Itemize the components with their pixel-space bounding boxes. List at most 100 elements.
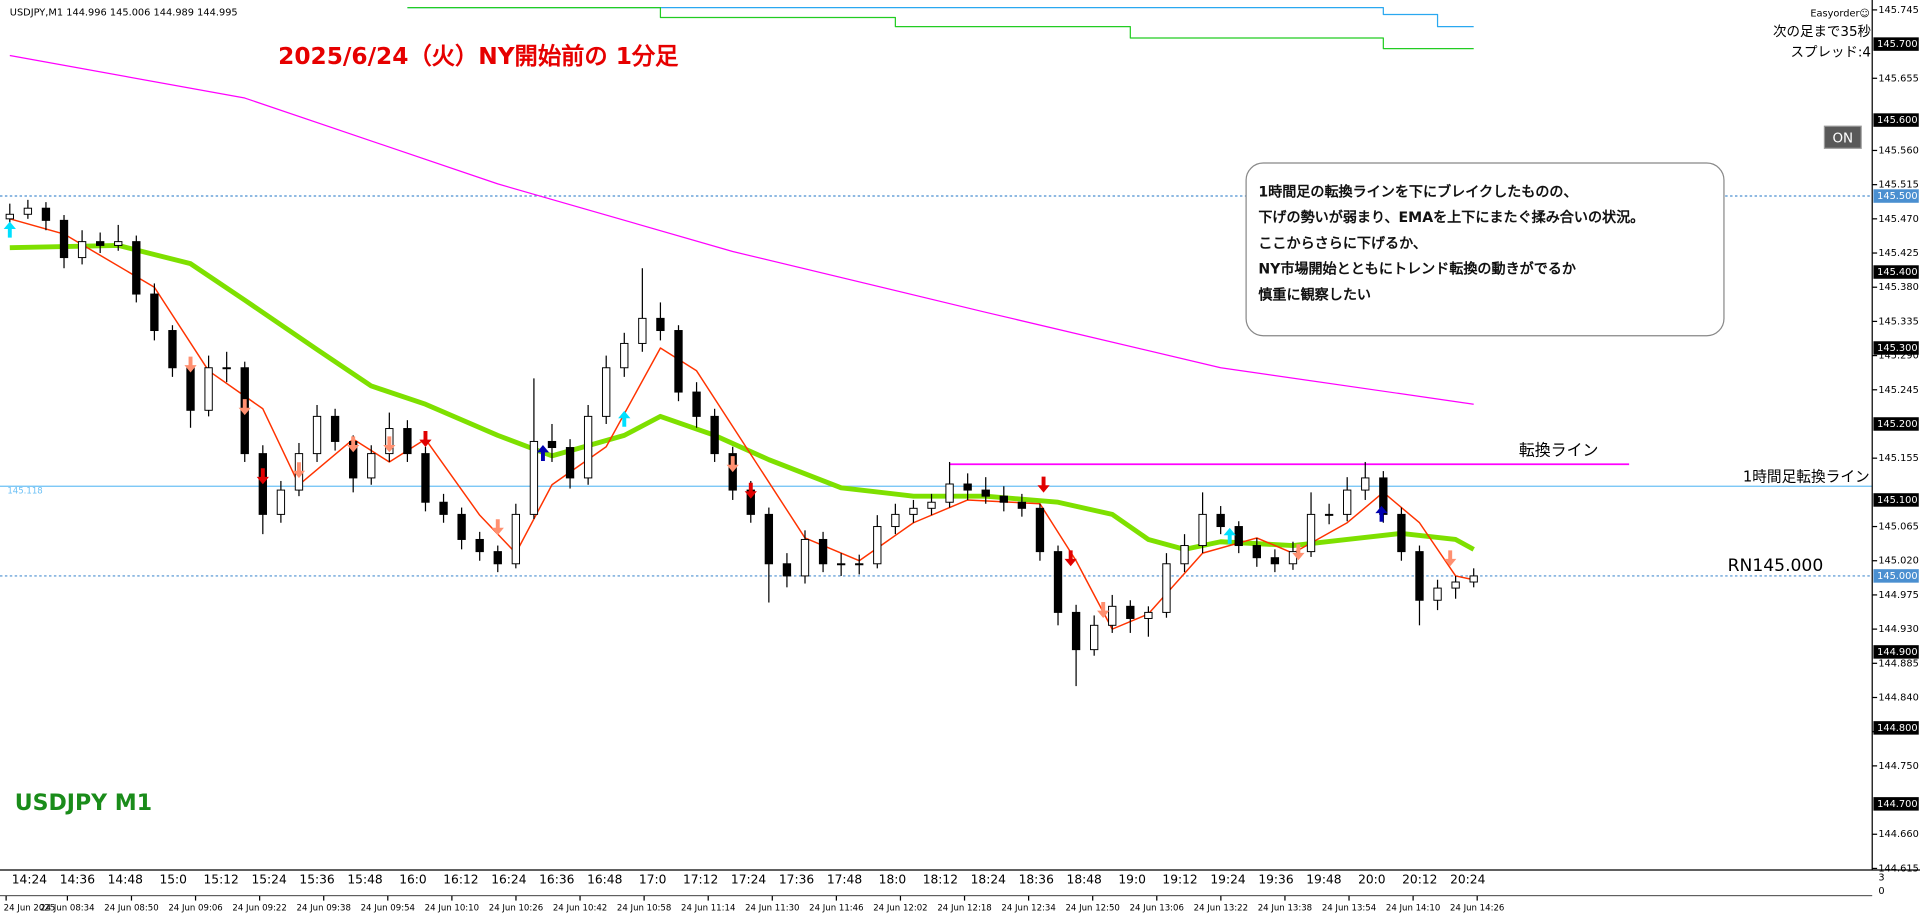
price-mark-box: [1873, 797, 1919, 811]
candle-body: [41, 207, 51, 221]
candle-body: [981, 489, 990, 497]
y-tick-label: 145.335: [1878, 316, 1919, 327]
lines-layer: [0, 7, 1873, 630]
spread: スプレッド:4: [1791, 45, 1871, 61]
price-mark-label: 145.100: [1877, 495, 1918, 506]
candle-body: [583, 415, 593, 479]
y-tick-label: 145.155: [1878, 453, 1919, 464]
candle-body: [1090, 624, 1099, 651]
signal-arrow: [1037, 476, 1050, 493]
price-mark-box: [1873, 265, 1919, 279]
on-button[interactable]: ON: [1823, 125, 1862, 149]
y-tick-label: 145.290: [1878, 351, 1919, 362]
candle-body: [909, 507, 918, 515]
watermark: USDJPY M1: [15, 791, 152, 816]
line-label: 1時間足転換ライン: [1743, 469, 1870, 486]
open-price: 144.996: [66, 7, 107, 18]
candle-body: [204, 367, 213, 411]
date-label: 24 Jun 10:42: [553, 903, 607, 913]
price-mark-label: 144.900: [1877, 647, 1918, 658]
signal-arrow: [1292, 544, 1305, 561]
candle-body: [367, 453, 376, 479]
date-label: 24 Jun 11:14: [681, 903, 735, 913]
y-tick-label: 145.065: [1878, 522, 1919, 533]
date-label: 24 Jun 14:26: [1450, 903, 1504, 913]
date-label: 24 Jun 09:54: [361, 903, 415, 913]
candle-body: [1415, 551, 1424, 601]
candle-body: [439, 501, 448, 515]
price-mark-label: 145.400: [1877, 267, 1918, 278]
x-tick-label: 15:24: [251, 872, 287, 886]
candle-body: [638, 317, 647, 344]
signal-arrow: [726, 456, 739, 473]
candle-body: [59, 219, 69, 259]
header: USDJPY,M1 144.996 145.006 144.989 144.99…: [10, 7, 238, 18]
price-mark-label: 145.600: [1877, 115, 1918, 126]
candle-body: [1361, 477, 1370, 491]
x-tick-label: 14:48: [108, 872, 143, 886]
y-tick-label: 144.975: [1878, 590, 1919, 601]
x-tick-label: 17:48: [827, 872, 862, 886]
candle-body: [1252, 545, 1261, 559]
low-price: 144.989: [154, 7, 195, 18]
candle-body: [674, 330, 683, 393]
on-button-bg[interactable]: [1823, 125, 1862, 149]
x-tick-label: 19:12: [1162, 872, 1197, 886]
line-price-tag: 145.118: [7, 487, 42, 497]
candle-body: [782, 563, 792, 577]
signal-arrow: [491, 519, 504, 536]
candle-body: [475, 538, 484, 553]
price-mark-box: [1873, 721, 1919, 735]
signal-arrow: [1064, 550, 1077, 567]
signal-arrow: [536, 445, 550, 461]
signal-arrow: [383, 436, 396, 453]
candle-body: [1035, 507, 1045, 553]
signal-arrow: [184, 356, 197, 373]
y-tick-label: 145.745: [1878, 5, 1919, 16]
price-mark-box: [1873, 37, 1919, 51]
candle-body: [656, 317, 665, 332]
indicator-line: [9, 218, 1474, 630]
candle-body: [1343, 489, 1352, 515]
x-tick-label: 16:36: [539, 872, 575, 886]
price-mark-box: [1873, 493, 1919, 507]
signal-arrow: [256, 468, 269, 485]
date-label: 24 Jun 13:06: [1130, 903, 1184, 913]
broker: Easyorder☺: [1810, 9, 1869, 20]
date-label: 24 Jun 10:10: [425, 903, 479, 913]
candle-body: [1306, 513, 1316, 553]
candle-body: [1180, 545, 1189, 565]
overlay-layer: RN145.000 1時間足転換ライン 145.118 転換ライン: [3, 221, 1870, 618]
x-tick-label: 19:0: [1118, 872, 1146, 886]
x-tick-label: 17:12: [683, 872, 718, 886]
candle-body: [186, 367, 195, 411]
date-label: 24 Jun 13:22: [1194, 903, 1248, 913]
x-tick-label: 14:24: [12, 872, 48, 886]
x-tick-label: 19:24: [1210, 872, 1246, 886]
candle-body: [511, 513, 521, 565]
candle-body: [276, 489, 286, 515]
date-label: 24 Jun 12:50: [1065, 903, 1119, 913]
y-tick-label: 144.930: [1878, 624, 1919, 635]
candle-body: [457, 513, 466, 540]
x-tick-label: 18:0: [879, 872, 907, 886]
line-label: RN145.000: [1728, 556, 1824, 576]
candle-body: [1053, 551, 1063, 613]
indicator-line: [407, 7, 1474, 50]
candle-body: [1198, 513, 1207, 547]
countdown: 次の足まで35秒: [1773, 24, 1871, 40]
candle-body: [1469, 575, 1478, 583]
note: 1時間足の転換ラインを下にブレイクしたものの、 下げの勢いが弱まり、EMAを上下…: [1257, 183, 1644, 303]
x-tick-label: 20:12: [1402, 872, 1437, 886]
y-tick-label: 144.840: [1878, 692, 1919, 703]
x-tick-label: 15:48: [347, 872, 382, 886]
x-tick-label: 18:12: [923, 872, 958, 886]
y-tick-label: 145.560: [1878, 145, 1919, 156]
on-button-label[interactable]: ON: [1832, 130, 1853, 146]
x-tick-label: 20:0: [1358, 872, 1386, 886]
candle-body: [222, 367, 231, 370]
y-tick-label: 144.885: [1878, 658, 1919, 669]
candle-body: [620, 342, 629, 369]
date-label: 24 Jun 12:18: [937, 903, 991, 913]
y-tick-label: 144.615: [1878, 863, 1919, 874]
